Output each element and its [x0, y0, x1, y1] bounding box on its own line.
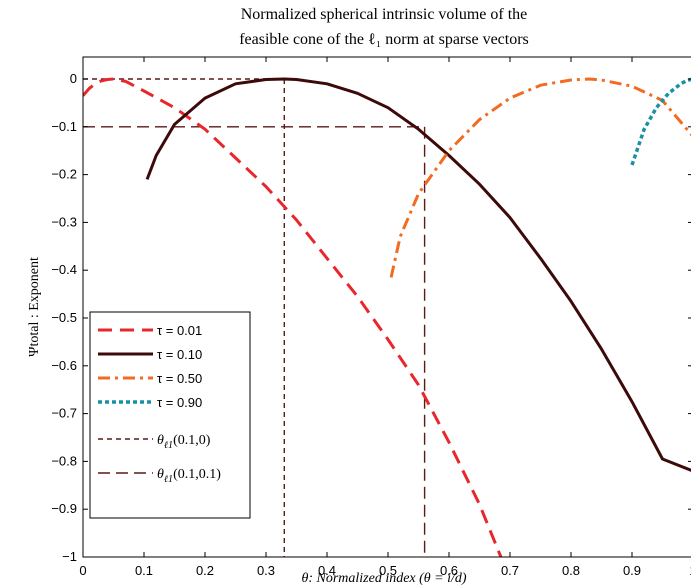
y-tick-label: −0.9 [51, 501, 77, 516]
legend-label-subscript: ℓ1 [164, 440, 173, 451]
x-tick-label: 0 [79, 563, 86, 578]
y-tick-label: −0.4 [51, 262, 77, 277]
x-axis-label: θ: Normalized index (θ = i/d) [301, 571, 466, 586]
legend-label: τ = 0.01 [157, 323, 202, 338]
series-line [83, 77, 503, 557]
x-tick-label: 0.6 [440, 563, 458, 578]
chart-title-line-2: feasible cone of the ℓ₁ norm at sparse v… [239, 31, 529, 48]
legend-label-subscript: ℓ1 [164, 474, 173, 485]
y-axis-ticks: 0 −0.1 −0.2 −0.3 −0.4 −0.5 −0.6 −0.7 −0.8 −0.9 −1 [51, 71, 691, 564]
x-tick-label: 0.2 [196, 563, 214, 578]
y-tick-label: −0.3 [51, 214, 77, 229]
y-tick-label: 0 [70, 71, 77, 86]
x-axis-ticks: 0 0.1 0.2 0.3 0.4 0.5 0.6 0.7 0.8 0.9 1 [79, 57, 691, 578]
x-tick-label: 0.4 [318, 563, 336, 578]
legend-label-symbol: θ [157, 467, 164, 482]
x-tick-label: 0.3 [257, 563, 275, 578]
series-line [145, 77, 691, 472]
legend-label-args: (0.1,0.1) [173, 467, 221, 482]
series-line [630, 77, 691, 166]
legend-label: τ = 0.90 [157, 395, 202, 410]
y-axis-label: Ψtotal : Exponent [27, 257, 42, 357]
x-tick-label: 1 [689, 563, 691, 578]
y-tick-label: −1 [62, 549, 77, 564]
legend-label: τ = 0.10 [157, 347, 202, 362]
x-tick-label: 0.7 [501, 563, 519, 578]
x-tick-label: 0.1 [135, 563, 153, 578]
x-tick-label: 0.8 [562, 563, 580, 578]
chart-title-line-1: Normalized spherical intrinsic volume of… [241, 6, 528, 23]
legend: τ = 0.01τ = 0.10τ = 0.50τ = 0.90θℓ1(0.1,… [89, 311, 251, 519]
series-line [389, 77, 691, 278]
legend-label: τ = 0.50 [157, 371, 202, 386]
legend-label: θℓ1(0.1,0.1) [157, 467, 221, 485]
chart-title: Normalized spherical intrinsic volume of… [239, 6, 529, 48]
y-tick-label: −0.6 [51, 358, 77, 373]
x-tick-label: 0.9 [623, 563, 641, 578]
legend-label-args: (0.1,0) [173, 433, 211, 448]
legend-label-symbol: θ [157, 433, 164, 448]
series-lines [83, 77, 691, 557]
y-tick-label: −0.1 [51, 119, 77, 134]
legend-label: θℓ1(0.1,0) [157, 433, 211, 451]
y-tick-label: −0.5 [51, 310, 77, 325]
y-tick-label: −0.8 [51, 453, 77, 468]
x-tick-label: 0.5 [379, 563, 397, 578]
y-tick-label: −0.7 [51, 406, 77, 421]
legend-box [89, 311, 251, 519]
reference-lines [83, 78, 426, 557]
y-tick-label: −0.2 [51, 167, 77, 182]
